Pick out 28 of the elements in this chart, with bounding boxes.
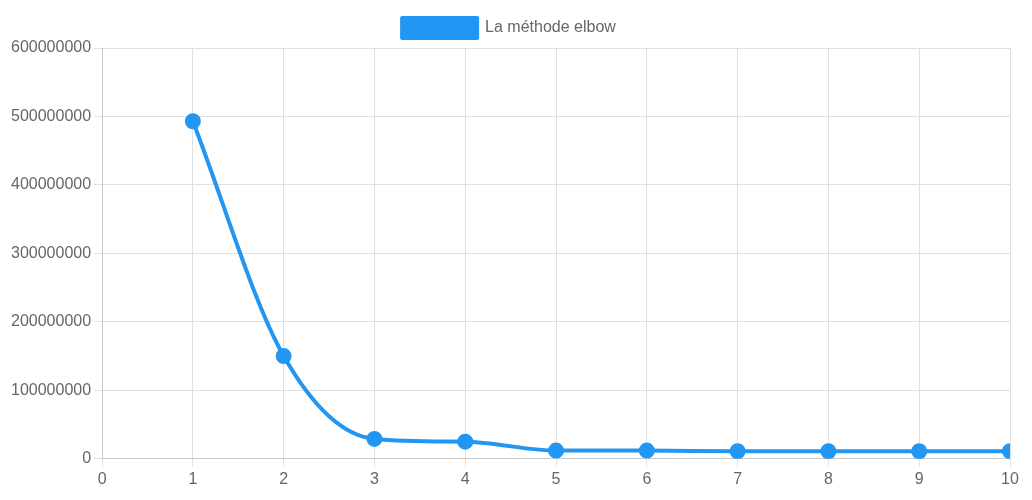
x-tick-label: 8: [823, 469, 833, 487]
point: [638, 442, 655, 459]
y-tick-label: 500000000: [10, 106, 92, 124]
point: [548, 442, 565, 459]
point: [729, 443, 746, 459]
point: [184, 113, 201, 130]
y-tick-label: 400000000: [10, 175, 92, 193]
x-tick-label: 0: [97, 469, 107, 487]
legend-label: La méthode elbow: [485, 18, 617, 36]
y-tick-label: 300000000: [10, 243, 92, 261]
x-tick-label: 7: [733, 469, 743, 487]
x-tick-label: 4: [460, 469, 470, 487]
point: [820, 443, 837, 459]
point: [911, 443, 928, 459]
x-tick-label: 9: [914, 469, 924, 487]
x-tick-label: 5: [551, 469, 561, 487]
y-tick-label: 100000000: [10, 380, 92, 398]
x-tick-label: 2: [279, 469, 289, 487]
x-tick-label: 3: [370, 469, 380, 487]
point: [275, 348, 292, 365]
x-tick-label: 1: [188, 469, 198, 487]
y-tick-label: 0: [82, 449, 92, 467]
point: [366, 430, 383, 447]
x-tick-label: 10: [1001, 469, 1019, 487]
point: [457, 433, 474, 450]
y-tick-label: 600000000: [10, 38, 92, 56]
x-tick-label: 6: [642, 469, 652, 487]
y-tick-label: 200000000: [10, 312, 92, 330]
